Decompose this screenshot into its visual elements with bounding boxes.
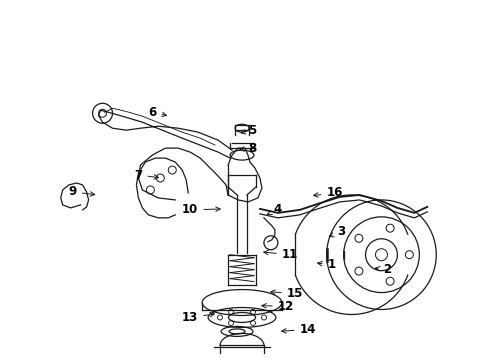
- Text: 1: 1: [318, 258, 336, 271]
- Text: 4: 4: [268, 203, 282, 216]
- Text: 8: 8: [240, 141, 256, 155]
- Text: 3: 3: [329, 225, 345, 238]
- Text: 11: 11: [264, 248, 298, 261]
- Text: 7: 7: [134, 168, 158, 181]
- Text: 6: 6: [148, 106, 167, 119]
- Text: 9: 9: [69, 185, 95, 198]
- Text: 10: 10: [182, 203, 220, 216]
- Text: 15: 15: [271, 287, 303, 300]
- Text: 5: 5: [241, 124, 256, 137]
- Text: 13: 13: [182, 311, 214, 324]
- Text: 14: 14: [282, 323, 316, 336]
- Text: 16: 16: [314, 186, 343, 199]
- Text: 2: 2: [375, 263, 392, 276]
- Text: 12: 12: [262, 300, 294, 313]
